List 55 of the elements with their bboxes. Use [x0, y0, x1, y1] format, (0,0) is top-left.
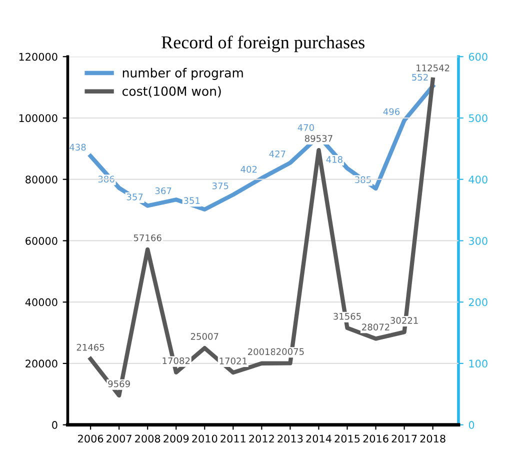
y2-tick-label: 600: [468, 52, 488, 61]
data-label: 357: [126, 193, 143, 200]
x-tick-label: 2015: [334, 434, 360, 443]
data-label: 427: [269, 150, 286, 158]
y2-tick-label: 300: [468, 236, 488, 245]
legend-label: cost(100M won): [122, 86, 221, 98]
chart-title: Record of foreign purchases: [162, 36, 364, 52]
data-label: 496: [383, 108, 400, 116]
data-label: 9569: [108, 380, 130, 388]
y-tick-label: 100000: [19, 114, 58, 122]
x-tick-label: 2012: [249, 434, 274, 443]
data-label: 112542: [416, 64, 450, 72]
y2-tick-label: 100: [469, 360, 488, 368]
legend-label: number of program: [122, 68, 243, 80]
x-tick-label: 2007: [106, 434, 132, 443]
data-label: 17082: [162, 357, 190, 364]
data-label: 31565: [334, 312, 361, 320]
y-tick-label: 80000: [26, 176, 58, 184]
data-label: 20018: [248, 348, 276, 356]
data-label: 17021: [220, 358, 247, 364]
y-tick-label: 120000: [19, 52, 58, 61]
x-tick-label: 2016: [363, 434, 388, 443]
x-tick-label: 2011: [220, 434, 246, 443]
x-tick-label: 2010: [192, 434, 218, 443]
data-label: 375: [212, 182, 228, 190]
data-label: 438: [70, 144, 86, 151]
x-tick-label: 2013: [278, 434, 303, 443]
x-tick-label: 2006: [78, 434, 104, 443]
data-label: 552: [412, 74, 428, 81]
data-label: 25007: [190, 333, 218, 340]
data-label: 57166: [134, 234, 162, 242]
x-tick-label: 2017: [392, 434, 417, 443]
data-label: 21465: [76, 344, 104, 351]
x-tick-label: 2014: [306, 434, 332, 443]
x-tick-label: 2018: [420, 434, 446, 443]
y2-tick-label: 0: [468, 421, 474, 429]
data-label: 89537: [304, 135, 332, 142]
y-tick-label: 0: [52, 421, 58, 429]
line-series: [88, 84, 435, 212]
data-label: 367: [155, 187, 172, 194]
y-tick-label: 40000: [25, 298, 58, 306]
data-label: 351: [184, 197, 200, 204]
x-tick-label: 2009: [164, 434, 189, 443]
y-tick-label: 20000: [26, 360, 58, 368]
x-tick-label: 2008: [135, 434, 160, 443]
data-label: 28072: [362, 324, 390, 330]
y-tick-label: 60000: [26, 236, 58, 245]
data-label: 470: [298, 124, 314, 131]
data-label: 30221: [390, 317, 418, 324]
y2-tick-label: 200: [468, 298, 488, 306]
y2-tick-label: 400: [468, 176, 488, 184]
data-label: 20075: [276, 348, 304, 356]
data-label: 402: [240, 166, 257, 173]
data-label: 418: [326, 156, 342, 163]
y2-tick-label: 500: [469, 114, 488, 122]
